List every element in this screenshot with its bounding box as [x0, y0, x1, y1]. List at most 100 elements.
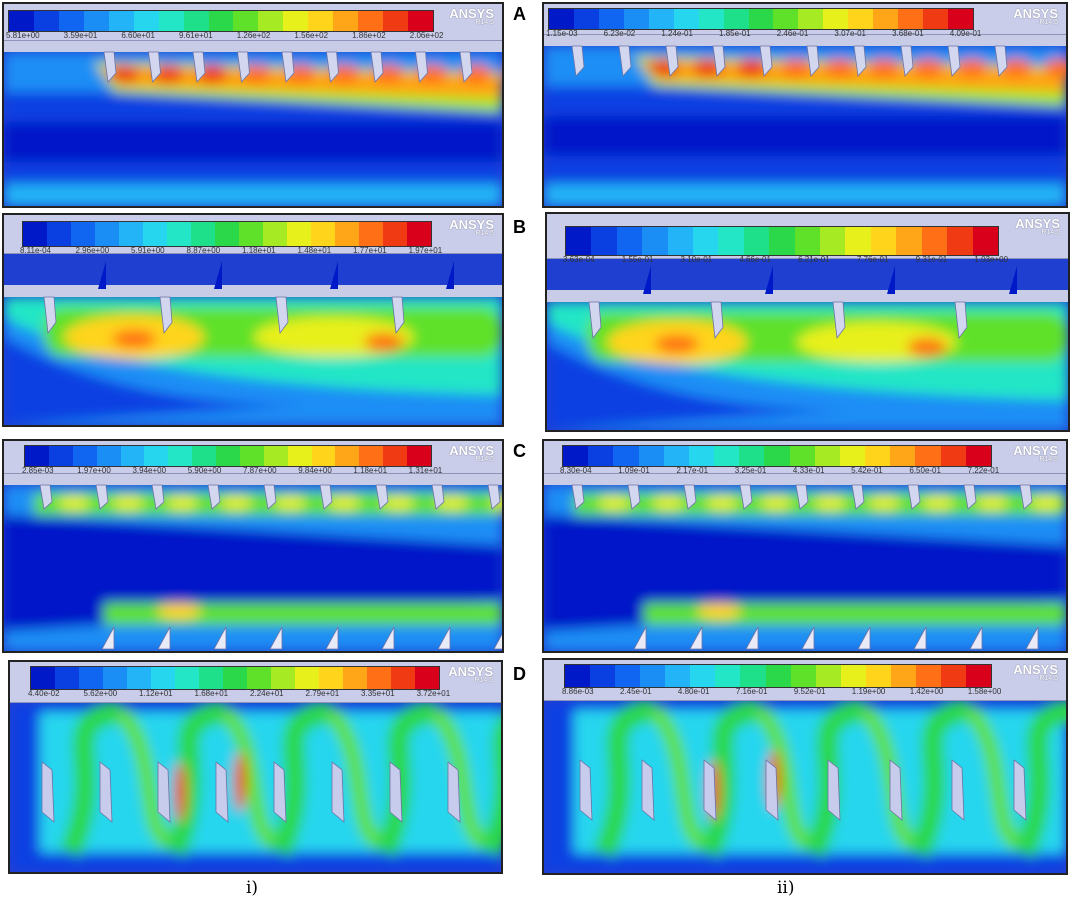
colorbar-swatch [287, 446, 312, 466]
velocity-contour-field [544, 34, 1066, 206]
colorbar-swatch [103, 667, 127, 689]
colorbar [30, 666, 440, 690]
ansys-logo: ANSYS R14.5 [1013, 662, 1058, 682]
colorbar-swatch [23, 222, 47, 246]
colorbar-swatch [549, 9, 574, 29]
colorbar-tick-label: 8.30e-04 [560, 466, 592, 475]
baffle-plate [857, 626, 871, 650]
colorbar-swatch [415, 667, 439, 689]
baffle-plate [683, 484, 697, 510]
contour-panel-b-i: 8.11e-04 2.96e+00 5.91e+00 8.87e+00 1.18e+01… [2, 213, 504, 427]
baffle-plate [493, 633, 502, 650]
colorbar-swatch [175, 667, 199, 689]
colorbar-swatch [55, 667, 79, 689]
colorbar-swatch [258, 11, 284, 31]
contour-panel-d-ii: 8.86e-03 2.45e-01 4.80e-01 7.16e-01 9.52e-01… [542, 658, 1068, 875]
colorbar-swatch [343, 667, 367, 689]
colorbar-swatch [167, 222, 191, 246]
ansys-logo: ANSYS R14.5 [448, 664, 493, 684]
baffle-plate [151, 484, 165, 510]
colorbar-swatch [367, 667, 391, 689]
row-letter-a: A [513, 4, 526, 24]
colorbar-swatch [740, 665, 766, 687]
colorbar-tick-label: 1.12e+01 [139, 689, 173, 698]
colorbar-swatch [144, 446, 169, 466]
colorbar-swatch [690, 665, 716, 687]
column-label-ii: ii) [777, 878, 795, 898]
colorbar-swatch [408, 11, 433, 31]
colorbar-tick-label: 1.86e+02 [352, 31, 386, 40]
colorbar-swatch [119, 222, 143, 246]
colorbar [22, 221, 432, 247]
colorbar-swatch [383, 222, 407, 246]
legend-header: 2.85e-03 1.97e+00 3.94e+00 5.90e+00 7.87e+00… [4, 441, 502, 475]
contour-panel-c-i: 2.85e-03 1.97e+00 3.94e+00 5.90e+00 7.87e+00… [2, 439, 504, 653]
baffle-plate [627, 484, 641, 510]
baffle-plate [801, 626, 815, 650]
colorbar-tick-label: 9.61e+01 [179, 31, 213, 40]
baffle-plate [237, 51, 250, 83]
baffle-plate [437, 626, 451, 650]
baffle-plate [95, 484, 109, 510]
colorbar-swatch [591, 227, 617, 255]
colorbar-swatch [33, 11, 59, 31]
baffle-plate [103, 51, 117, 83]
colorbar-tick-label: 1.19e+00 [851, 687, 886, 696]
colorbar-tick-label: 2.85e-03 [22, 466, 54, 475]
colorbar-swatch [565, 665, 591, 687]
colorbar-tick-label: 9.52e-01 [793, 687, 826, 696]
colorbar-tick-label: 2.24e+01 [250, 689, 284, 698]
baffle-plate [447, 761, 461, 823]
colorbar-swatch [95, 222, 119, 246]
colorbar-swatch [192, 446, 216, 466]
legend-header: 3.63e-04 1.55e-01 3.10e-01 4.66e-01 6.21e-01… [547, 214, 1068, 264]
baffle-plate [391, 296, 405, 335]
colorbar-swatch [335, 446, 360, 466]
baffle-plate [446, 261, 454, 289]
ansys-logo: ANSYS R14.5 [449, 6, 494, 26]
colorbar-swatch [308, 11, 334, 31]
colorbar-swatch [642, 227, 668, 255]
colorbar-tick-label: 3.63e-04 [563, 255, 595, 264]
colorbar-swatch [333, 11, 359, 31]
baffle-plate [739, 484, 753, 510]
ansys-logo: ANSYS R14.5 [1013, 6, 1058, 26]
colorbar-swatch [383, 446, 407, 466]
colorbar-tick-label: 1.15e-03 [546, 29, 578, 38]
colorbar-swatch [947, 227, 973, 255]
baffle-plate [947, 45, 961, 77]
baffle-plate [459, 51, 473, 83]
colorbar-tick-label: 1.09e-01 [618, 466, 650, 475]
colorbar-swatch [715, 665, 741, 687]
baffle-plate [703, 759, 717, 821]
colorbar-tick-label: 4.33e-01 [792, 466, 825, 475]
colorbar-swatch [823, 9, 849, 29]
baffle-plate [827, 759, 841, 821]
baffle-plate [887, 266, 895, 294]
colorbar-swatch [25, 446, 49, 466]
colorbar-swatch [845, 227, 871, 255]
colorbar-swatch [79, 667, 103, 689]
colorbar-tick-label: 1.18e+01 [353, 466, 388, 475]
legend-header: 8.11e-04 2.96e+00 5.91e+00 8.87e+00 1.18e+01… [4, 215, 502, 255]
velocity-contour-field [547, 266, 1068, 430]
baffle-plate [415, 51, 428, 83]
colorbar-swatch [271, 667, 295, 689]
colorbar-swatch [239, 446, 264, 466]
colorbar-swatch [640, 665, 666, 687]
colorbar-swatch [168, 446, 193, 466]
colorbar-swatch [108, 11, 134, 31]
baffle-plate [853, 45, 867, 77]
colorbar-swatch [965, 446, 991, 466]
baffle-plate [213, 626, 227, 650]
colorbar-swatch [58, 11, 84, 31]
contour-panel-b-ii: 3.63e-04 1.55e-01 3.10e-01 4.66e-01 6.21e-01… [545, 212, 1070, 432]
colorbar-swatch [566, 227, 592, 255]
baffle-plate [571, 45, 585, 77]
colorbar-tick-label: 6.50e-01 [909, 466, 941, 475]
colorbar-tick-label: 2.45e-01 [619, 687, 652, 696]
legend-header: 8.86e-03 2.45e-01 4.80e-01 7.16e-01 9.52e-01… [544, 660, 1066, 701]
colorbar-swatch [319, 667, 343, 689]
baffle-plate [39, 484, 53, 510]
baffle-plate [101, 626, 115, 650]
